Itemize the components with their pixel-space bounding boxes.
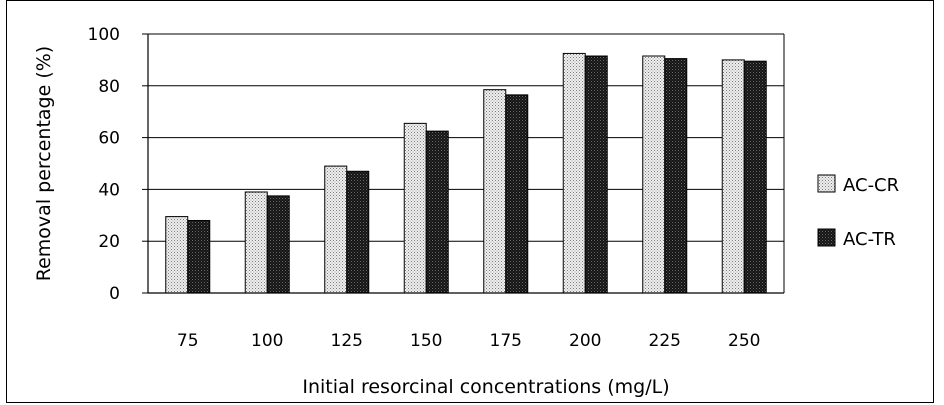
bar-ac-tr-100: [266, 195, 290, 294]
bar-ac-tr-225: [664, 58, 688, 294]
x-tick-label: 125: [331, 331, 363, 351]
bar-ac-cr-125: [324, 165, 348, 294]
y-tick-labels: 0 20 40 60 80 100: [88, 25, 120, 304]
x-tick-label: 175: [490, 331, 522, 351]
y-tick-label: 40: [98, 180, 120, 200]
legend-swatch-ac-cr: [817, 174, 836, 193]
axes: [147, 34, 785, 294]
legend-swatch-ac-tr: [817, 228, 836, 247]
x-tick-labels: 75 100 125 150 175 200 225 250: [177, 331, 761, 351]
x-tick-label: 75: [177, 331, 199, 351]
y-tick-label: 20: [98, 232, 120, 252]
bar-ac-cr-175: [483, 89, 507, 294]
bar-ac-tr-175: [505, 94, 529, 294]
x-tick-label: 225: [649, 331, 681, 351]
bar-ac-cr-75: [165, 216, 189, 294]
bars: [165, 52, 767, 294]
y-tick-label: 100: [88, 25, 120, 45]
bar-ac-tr-150: [425, 130, 449, 294]
legend-label: AC-CR: [843, 175, 899, 196]
x-axis-title: Initial resorcinal concentrations (mg/L): [302, 376, 669, 398]
x-tick-label: 150: [410, 331, 442, 351]
x-tick-label: 250: [728, 331, 760, 351]
bar-ac-tr-125: [346, 170, 370, 294]
x-tick-label: 100: [251, 331, 283, 351]
y-tick-label: 60: [98, 129, 120, 149]
legend-label: AC-TR: [843, 229, 896, 250]
bar-ac-cr-150: [403, 122, 427, 294]
bar-ac-tr-250: [743, 60, 767, 294]
bar-ac-cr-225: [642, 55, 666, 294]
legend: AC-CR AC-TR: [817, 174, 899, 250]
y-tick-label: 80: [98, 77, 120, 97]
bar-ac-cr-100: [244, 191, 268, 294]
bar-ac-tr-75: [187, 219, 211, 294]
y-axis-title: Removal percentage (%): [33, 46, 55, 281]
bar-ac-cr-250: [721, 59, 745, 294]
figure-frame: [6, 0, 934, 403]
y-tick-label: 0: [109, 284, 120, 304]
gridlines: [142, 33, 784, 294]
bar-ac-tr-200: [584, 55, 608, 294]
bar-ac-cr-200: [562, 52, 586, 294]
x-tick-label: 200: [569, 331, 601, 351]
